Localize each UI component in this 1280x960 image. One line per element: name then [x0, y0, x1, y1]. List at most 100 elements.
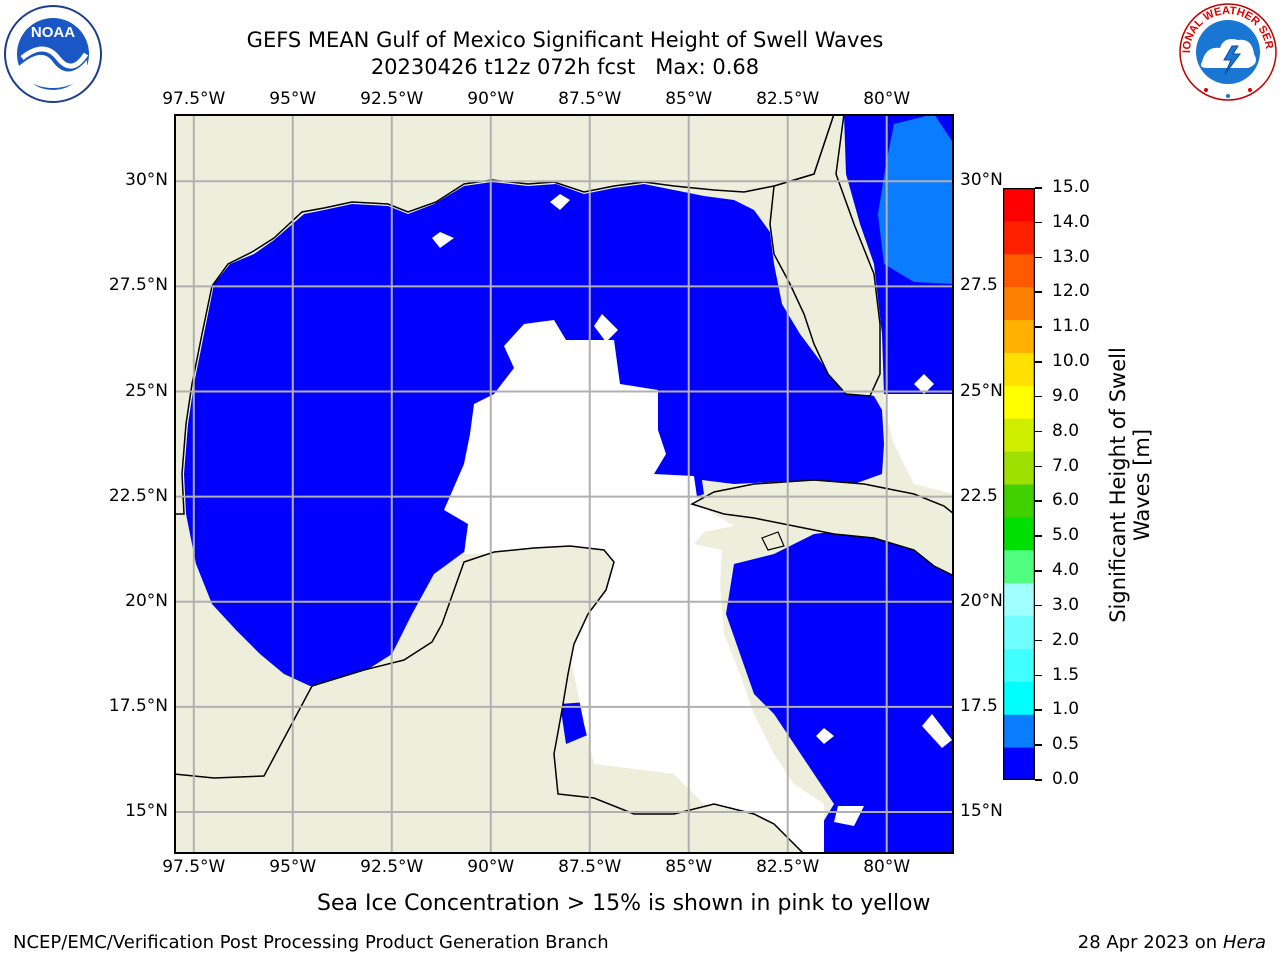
colorbar-tick-mark — [1035, 535, 1042, 537]
colorbar-tick-mark — [1035, 361, 1042, 363]
lon-tick-label: 87.5°W — [558, 857, 622, 877]
colorbar-segment — [1003, 352, 1035, 386]
colorbar-tick-label: 13.0 — [1052, 246, 1090, 267]
colorbar-segment — [1003, 747, 1035, 780]
colorbar-tick-mark — [1035, 570, 1042, 572]
colorbar-label-line1: Significant Height of Swell — [1106, 347, 1130, 623]
colorbar-segment — [1003, 516, 1035, 551]
masked-patch — [922, 714, 952, 748]
lat-tick-label: 25°N — [125, 380, 168, 401]
colorbar-tick-mark — [1035, 744, 1042, 746]
noaa-logo: NOAA — [4, 5, 102, 103]
cuba-land — [690, 479, 954, 577]
colorbar-tick-mark — [1035, 187, 1042, 189]
lon-tick-label: 92.5°W — [360, 857, 424, 877]
colorbar-segment — [1003, 385, 1035, 419]
colorbar-tick-mark — [1035, 430, 1042, 433]
colorbar-tick-label: 12.0 — [1052, 281, 1090, 302]
colorbar — [1003, 188, 1035, 780]
footer-branch: NCEP/EMC/Verification Post Processing Pr… — [13, 932, 609, 953]
lon-tick-label: 80°W — [863, 89, 911, 109]
colorbar-tick-mark — [1035, 639, 1042, 642]
colorbar-segment — [1003, 286, 1035, 321]
colorbar-tick-label: 9.0 — [1052, 385, 1080, 406]
colorbar-tick-label: 15.0 — [1052, 177, 1090, 197]
colorbar-segment — [1003, 220, 1035, 255]
lon-tick-label: 97.5°W — [162, 857, 226, 877]
colorbar-tick-mark — [1035, 395, 1042, 398]
colorbar-segment — [1003, 549, 1035, 584]
masked-patch — [550, 194, 570, 210]
colorbar-segment — [1003, 188, 1035, 222]
colorbar-tick-label: 2.0 — [1052, 629, 1080, 650]
colorbar-tick-label: 11.0 — [1052, 316, 1090, 337]
colorbar-tick-mark — [1035, 674, 1042, 677]
colorbar-tick-mark — [1035, 709, 1042, 711]
masked-region-florida-keys — [884, 394, 954, 494]
colorbar-tick-label: 0.0 — [1052, 769, 1080, 789]
lat-tick-label: 22.5°N — [108, 485, 168, 506]
lon-tick-label: 95°W — [269, 89, 317, 109]
colorbar-tick-mark — [1035, 221, 1042, 224]
footer-machine: Hera — [1222, 932, 1266, 953]
masked-patch — [914, 374, 934, 394]
lat-tick-label: 27.5 — [960, 275, 998, 296]
colorbar-segment — [1003, 582, 1035, 617]
footer-date-text: 28 Apr 2023 on — [1077, 932, 1223, 953]
lat-tick-label: 25°N — [960, 380, 1003, 401]
colorbar-segment — [1003, 615, 1035, 649]
chart-subtitle: 20230426 t12z 072h fcst Max: 0.68 — [370, 55, 760, 79]
yucatan-land — [174, 545, 806, 854]
lat-tick-label: 15°N — [960, 800, 1003, 821]
lat-tick-label: 20°N — [960, 590, 1003, 611]
colorbar-segment — [1003, 681, 1035, 715]
lon-tick-label: 85°W — [665, 89, 713, 109]
masked-region — [444, 320, 824, 854]
chart-title: GEFS MEAN Gulf of Mexico Significant Hei… — [246, 28, 884, 52]
colorbar-tick-label: 8.0 — [1052, 420, 1080, 441]
colorbar-tick-mark — [1035, 465, 1042, 468]
colorbar-tick-label: 7.0 — [1052, 455, 1080, 476]
colorbar-tick-mark — [1035, 500, 1042, 502]
lon-tick-label: 92.5°W — [360, 89, 424, 109]
colorbar-tick-label: 6.0 — [1052, 490, 1080, 511]
lon-tick-label: 90°W — [467, 89, 515, 109]
svg-text:NOAA: NOAA — [31, 24, 75, 41]
footer-date: 28 Apr 2023 on Hera — [1078, 933, 1266, 953]
lon-tick-label: 95°W — [269, 857, 317, 877]
colorbar-tick-label: 1.0 — [1052, 699, 1080, 720]
lat-tick-label: 22.5 — [960, 485, 998, 506]
masked-patch — [594, 314, 618, 342]
colorbar-label-line2: Waves [m] — [1130, 428, 1154, 542]
lon-tick-label: 80°W — [863, 857, 911, 877]
colorbar-tick-label: 1.5 — [1052, 664, 1080, 685]
colorbar-tick-mark — [1035, 256, 1042, 259]
nws-logo: NATIONAL WEATHER SERVICE — [1178, 2, 1277, 101]
caribbean-swell-field — [726, 528, 954, 854]
colorbar-tick-label: 10.0 — [1052, 351, 1090, 372]
colorbar-tick-label: 5.0 — [1052, 525, 1080, 546]
colorbar-tick-mark — [1035, 604, 1042, 607]
lon-tick-label: 87.5°W — [558, 89, 622, 109]
lon-tick-label: 90°W — [467, 857, 515, 877]
colorbar-tick-label: 0.5 — [1052, 734, 1080, 755]
colorbar-tick-label: 14.0 — [1052, 211, 1090, 232]
colorbar-segment — [1003, 484, 1035, 518]
colorbar-tick-label: 4.0 — [1052, 560, 1080, 581]
map-panel — [174, 114, 954, 854]
lon-tick-label: 82.5°W — [756, 857, 820, 877]
colorbar-tick-mark — [1035, 291, 1042, 293]
lat-tick-label: 30°N — [960, 170, 1003, 191]
masked-patch — [432, 232, 454, 248]
colorbar-tick-mark — [1035, 326, 1042, 328]
graticule — [174, 114, 954, 854]
lat-tick-label: 17.5 — [960, 695, 998, 716]
lon-tick-label: 97.5°W — [162, 89, 226, 109]
colorbar-frame — [1003, 188, 1035, 780]
lon-tick-label: 85°W — [665, 857, 713, 877]
colorbar-segment — [1003, 319, 1035, 353]
map-frame — [174, 114, 954, 854]
sea-ice-caption: Sea Ice Concentration > 15% is shown in … — [317, 891, 931, 916]
masked-patch — [816, 728, 834, 744]
colorbar-tick-mark — [1035, 779, 1042, 781]
